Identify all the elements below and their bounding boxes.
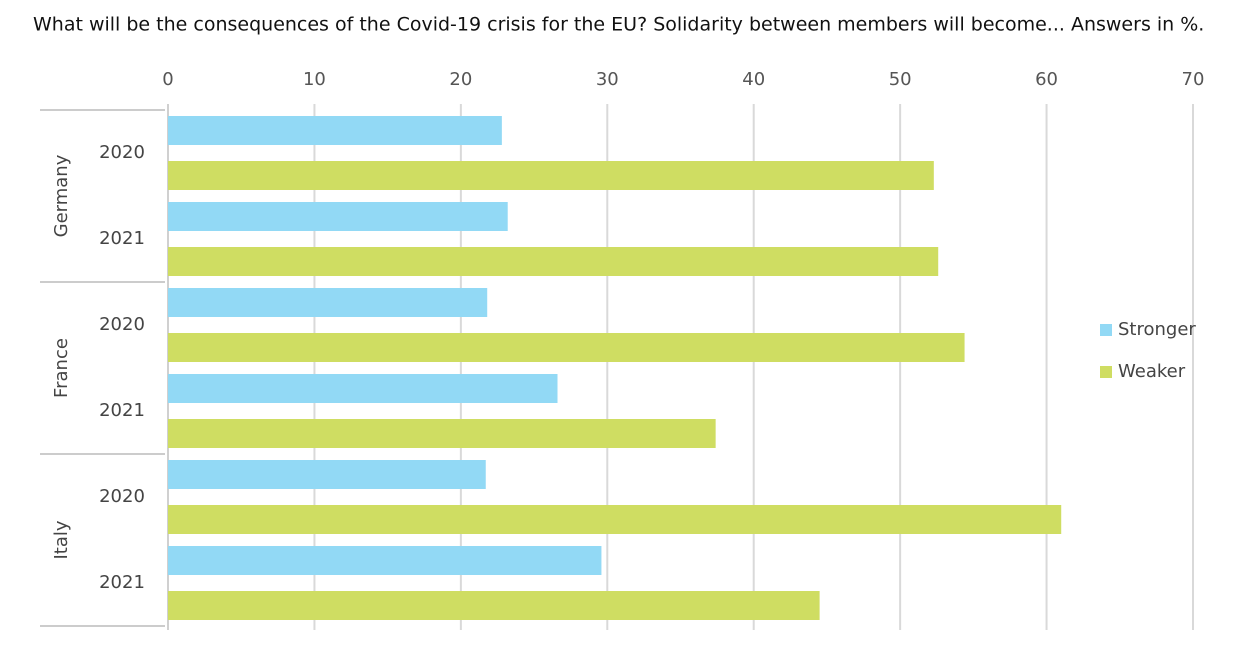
- legend-label: Stronger: [1118, 319, 1196, 340]
- category-label: 2021: [99, 228, 145, 249]
- bar: [168, 460, 486, 489]
- x-tick-label: 10: [303, 69, 326, 90]
- x-tick-label: 70: [1182, 69, 1205, 90]
- x-tick-label: 50: [889, 69, 912, 90]
- bar: [168, 247, 939, 276]
- bar: [168, 202, 508, 231]
- x-tick-label: 30: [596, 69, 619, 90]
- category-label: 2020: [99, 314, 145, 335]
- category-label: 2020: [99, 486, 145, 507]
- bar: [168, 505, 1062, 534]
- chart-title: What will be the consequences of the Cov…: [33, 14, 1204, 36]
- category-label: 2021: [99, 400, 145, 421]
- legend-label: Weaker: [1118, 361, 1186, 382]
- bar: [168, 419, 716, 448]
- bar: [168, 546, 602, 575]
- group-label: Italy: [51, 520, 72, 559]
- legend-swatch: [1100, 366, 1112, 378]
- category-label: 2021: [99, 572, 145, 593]
- group-label: France: [51, 338, 72, 398]
- x-tick-label: 0: [162, 69, 173, 90]
- x-tick-label: 20: [449, 69, 472, 90]
- category-label: 2020: [99, 142, 145, 163]
- legend-swatch: [1100, 324, 1112, 336]
- bar: [168, 116, 502, 145]
- bar: [168, 161, 934, 190]
- bar: [168, 591, 820, 620]
- bar: [168, 333, 965, 362]
- bar: [168, 374, 558, 403]
- x-tick-label: 60: [1035, 69, 1058, 90]
- bar: [168, 288, 488, 317]
- group-label: Germany: [51, 154, 72, 237]
- x-tick-label: 40: [742, 69, 765, 90]
